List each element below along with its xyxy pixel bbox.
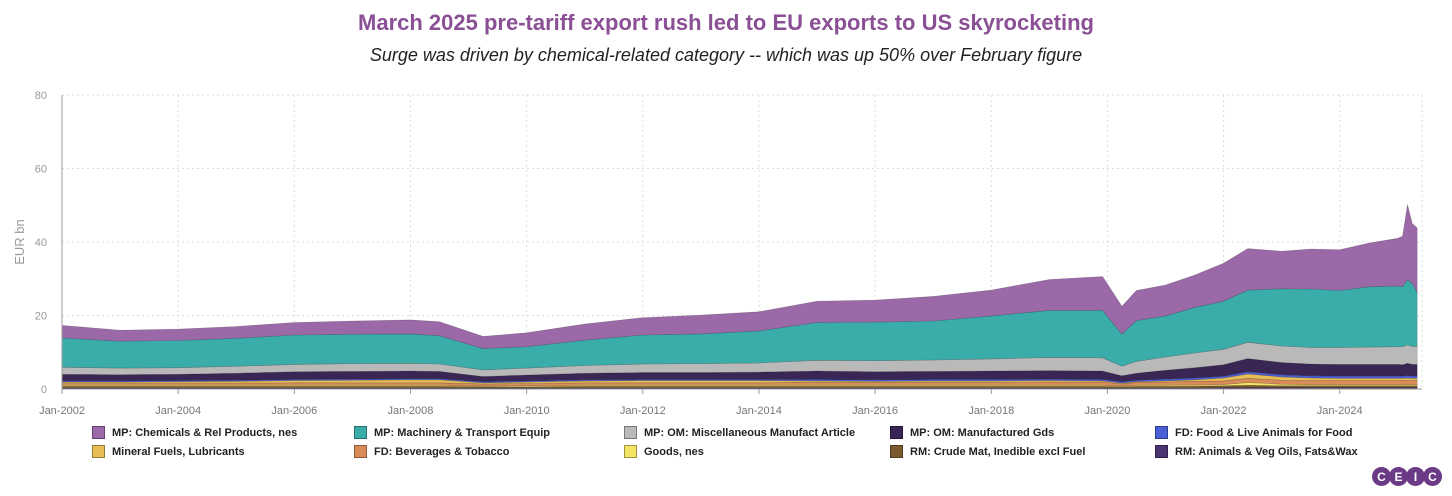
y-axis-label: EUR bn xyxy=(12,219,27,265)
y-tick-label: 0 xyxy=(41,384,47,396)
x-tick-label: Jan-2016 xyxy=(852,405,898,417)
area-series xyxy=(61,204,1418,349)
y-tick-label: 20 xyxy=(35,311,47,323)
x-tick-label: Jan-2018 xyxy=(968,405,1014,417)
logo-letter: C xyxy=(1423,467,1442,486)
legend-swatch xyxy=(1155,426,1168,439)
legend-item[interactable]: Goods, nes xyxy=(624,445,704,458)
legend-label: Mineral Fuels, Lubricants xyxy=(112,445,245,458)
legend-swatch xyxy=(624,426,637,439)
logo-letter: I xyxy=(1406,467,1425,486)
legend-item[interactable]: FD: Food & Live Animals for Food xyxy=(1155,426,1352,439)
logo-letter: E xyxy=(1389,467,1408,486)
legend-item[interactable]: RM: Animals & Veg Oils, Fats&Wax xyxy=(1155,445,1358,458)
x-tick-label: Jan-2024 xyxy=(1317,405,1363,417)
x-tick-label: Jan-2010 xyxy=(504,405,550,417)
chart-subtitle: Surge was driven by chemical-related cat… xyxy=(369,45,1083,65)
y-tick-label: 60 xyxy=(35,164,47,176)
legend-item[interactable]: RM: Crude Mat, Inedible excl Fuel xyxy=(890,445,1085,458)
logo-letter: C xyxy=(1372,467,1391,486)
x-tick-label: Jan-2006 xyxy=(271,405,317,417)
x-tick-label: Jan-2022 xyxy=(1201,405,1247,417)
legend-swatch xyxy=(890,445,903,458)
legend-item[interactable]: MP: Machinery & Transport Equip xyxy=(354,426,550,439)
legend-label: MP: Chemicals & Rel Products, nes xyxy=(112,426,298,439)
legend-swatch xyxy=(354,445,367,458)
x-tick-label: Jan-2020 xyxy=(1084,405,1130,417)
legend-item[interactable]: MP: OM: Miscellaneous Manufact Article xyxy=(624,426,855,439)
legend-label: MP: OM: Miscellaneous Manufact Article xyxy=(644,426,856,439)
x-tick-label: Jan-2002 xyxy=(39,405,85,417)
legend-item[interactable]: MP: OM: Manufactured Gds xyxy=(890,426,1054,439)
y-tick-label: 80 xyxy=(35,90,47,102)
legend-swatch xyxy=(354,426,367,439)
legend-item[interactable]: MP: Chemicals & Rel Products, nes xyxy=(92,426,297,439)
x-tick-label: Jan-2014 xyxy=(736,405,782,417)
legend-label: RM: Animals & Veg Oils, Fats&Wax xyxy=(1175,445,1358,458)
stacked-area-chart: 0 20 40 60 80 Jan-2002 Jan-2004 Jan-2006 Jan-200… xyxy=(12,90,1423,417)
legend-item[interactable]: FD: Beverages & Tobacco xyxy=(354,445,510,458)
legend-label: MP: OM: Manufactured Gds xyxy=(910,426,1055,439)
y-tick-label: 40 xyxy=(35,237,47,249)
chart-title: March 2025 pre-tariff export rush led to… xyxy=(358,10,1094,35)
legend-item[interactable]: Mineral Fuels, Lubricants xyxy=(92,445,245,458)
x-tick-label: Jan-2012 xyxy=(620,405,666,417)
legend-label: RM: Crude Mat, Inedible excl Fuel xyxy=(910,445,1086,458)
x-tick-label: Jan-2004 xyxy=(155,405,201,417)
legend-swatch xyxy=(92,426,105,439)
legend-swatch xyxy=(92,445,105,458)
legend-label: Goods, nes xyxy=(644,445,704,458)
legend-label: FD: Beverages & Tobacco xyxy=(374,445,510,458)
legend-swatch xyxy=(624,445,637,458)
legend-swatch xyxy=(890,426,903,439)
x-tick-label: Jan-2008 xyxy=(388,405,434,417)
legend-label: FD: Food & Live Animals for Food xyxy=(1175,426,1353,439)
legend-swatch xyxy=(1155,445,1168,458)
legend-label: MP: Machinery & Transport Equip xyxy=(374,426,551,439)
